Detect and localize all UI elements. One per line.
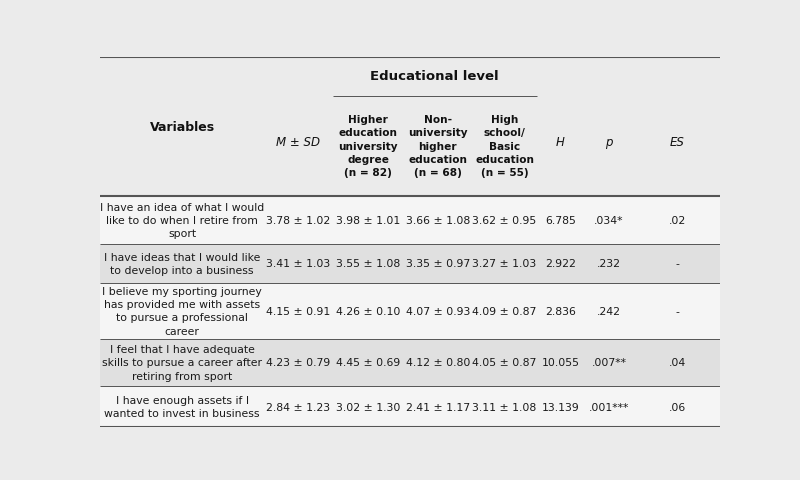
Text: .001***: .001*** xyxy=(589,402,630,412)
Text: I feel that I have adequate
skills to pursue a career after
retiring from sport: I feel that I have adequate skills to pu… xyxy=(102,345,262,381)
Text: -: - xyxy=(675,306,679,316)
Text: 3.41 ± 1.03: 3.41 ± 1.03 xyxy=(266,259,330,269)
Text: .06: .06 xyxy=(669,402,686,412)
Text: .04: .04 xyxy=(669,358,686,368)
Text: 3.66 ± 1.08: 3.66 ± 1.08 xyxy=(406,216,470,226)
Text: 2.84 ± 1.23: 2.84 ± 1.23 xyxy=(266,402,330,412)
Bar xyxy=(100,283,720,339)
Text: 3.27 ± 1.03: 3.27 ± 1.03 xyxy=(473,259,537,269)
Bar xyxy=(100,386,720,427)
Text: 2.922: 2.922 xyxy=(545,259,576,269)
Text: 4.07 ± 0.93: 4.07 ± 0.93 xyxy=(406,306,470,316)
Text: 10.055: 10.055 xyxy=(542,358,579,368)
Text: .232: .232 xyxy=(597,259,621,269)
Text: H: H xyxy=(556,136,565,149)
Text: .007**: .007** xyxy=(591,358,626,368)
Text: I have enough assets if I
wanted to invest in business: I have enough assets if I wanted to inve… xyxy=(104,395,260,418)
Text: I have ideas that I would like
to develop into a business: I have ideas that I would like to develo… xyxy=(104,252,260,276)
Text: I have an idea of what I would
like to do when I retire from
sport: I have an idea of what I would like to d… xyxy=(100,202,264,239)
Text: 3.02 ± 1.30: 3.02 ± 1.30 xyxy=(336,402,400,412)
Bar xyxy=(100,339,720,386)
Text: 4.09 ± 0.87: 4.09 ± 0.87 xyxy=(472,306,537,316)
Text: 4.12 ± 0.80: 4.12 ± 0.80 xyxy=(406,358,470,368)
Text: ES: ES xyxy=(670,136,685,149)
Text: 4.26 ± 0.10: 4.26 ± 0.10 xyxy=(336,306,400,316)
Text: Higher
education
university
degree
(n = 82): Higher education university degree (n = … xyxy=(338,115,398,178)
Text: Educational level: Educational level xyxy=(370,71,499,84)
Bar xyxy=(100,196,720,245)
Text: p: p xyxy=(606,136,613,149)
Text: 3.55 ± 1.08: 3.55 ± 1.08 xyxy=(336,259,400,269)
Text: 3.78 ± 1.02: 3.78 ± 1.02 xyxy=(266,216,330,226)
Text: .242: .242 xyxy=(597,306,621,316)
Text: 2.836: 2.836 xyxy=(545,306,576,316)
Text: 3.35 ± 0.97: 3.35 ± 0.97 xyxy=(406,259,470,269)
Text: 3.98 ± 1.01: 3.98 ± 1.01 xyxy=(336,216,400,226)
Text: I believe my sporting journey
has provided me with assets
to pursue a profession: I believe my sporting journey has provid… xyxy=(102,287,262,336)
Text: Variables: Variables xyxy=(150,120,214,133)
Text: 4.05 ± 0.87: 4.05 ± 0.87 xyxy=(472,358,537,368)
Text: 4.15 ± 0.91: 4.15 ± 0.91 xyxy=(266,306,330,316)
Bar xyxy=(100,58,720,196)
Text: M ± SD: M ± SD xyxy=(277,136,320,149)
Text: 3.62 ± 0.95: 3.62 ± 0.95 xyxy=(473,216,537,226)
Text: High
school/
Basic
education
(n = 55): High school/ Basic education (n = 55) xyxy=(475,115,534,178)
Text: .02: .02 xyxy=(669,216,686,226)
Text: 2.41 ± 1.17: 2.41 ± 1.17 xyxy=(406,402,470,412)
Text: .034*: .034* xyxy=(594,216,624,226)
Text: 4.45 ± 0.69: 4.45 ± 0.69 xyxy=(336,358,400,368)
Text: Non-
university
higher
education
(n = 68): Non- university higher education (n = 68… xyxy=(408,115,468,178)
Text: 13.139: 13.139 xyxy=(542,402,579,412)
Text: 3.11 ± 1.08: 3.11 ± 1.08 xyxy=(473,402,537,412)
Bar xyxy=(100,245,720,283)
Text: 6.785: 6.785 xyxy=(545,216,576,226)
Text: 4.23 ± 0.79: 4.23 ± 0.79 xyxy=(266,358,330,368)
Text: -: - xyxy=(675,259,679,269)
